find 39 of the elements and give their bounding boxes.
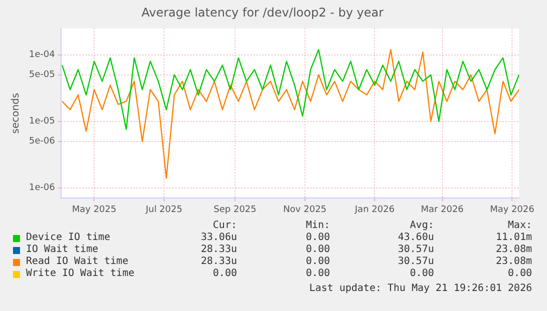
text: 33.06u	[200, 232, 237, 244]
legend-label: IO Wait time	[26, 244, 98, 256]
y-tick-label: 1e-06	[28, 183, 56, 194]
text: 28.33u	[200, 256, 237, 268]
chart-title: Average latency for /dev/loop2 - by year	[141, 5, 384, 20]
text: 43.60u	[396, 232, 434, 244]
x-tick-label: May 2026	[490, 204, 535, 215]
x-tick-label: Mar 2026	[420, 204, 464, 215]
y-axis-title: seconds	[10, 92, 22, 134]
x-tick-label: Jan 2026	[354, 204, 395, 215]
text: 23.08m	[494, 244, 532, 256]
text: Last update: Thu May 21 19:26:01 2026	[309, 283, 532, 294]
text: Min:	[304, 220, 330, 232]
text: 30.57u	[396, 256, 434, 268]
text: 28.33u	[200, 244, 237, 256]
x-tick-label: Nov 2025	[283, 204, 327, 215]
text: Avg:	[408, 220, 434, 232]
text: 30.57u	[396, 244, 434, 256]
y-tick-label: 5e-05	[28, 70, 55, 80]
x-tick-label: Jul 2025	[144, 204, 182, 215]
y-tick-label: 1e-05	[28, 116, 55, 127]
x-tick-label: May 2025	[72, 204, 116, 215]
y-tick-label: 5e-06	[28, 136, 56, 147]
text: Cur:	[212, 220, 237, 232]
text: 0.00	[408, 268, 434, 280]
x-tick-label: Sep 2025	[214, 204, 256, 215]
text: 0.00	[506, 268, 532, 280]
legend-label: Device IO time	[26, 232, 110, 244]
legend-label: Read IO Wait time	[26, 256, 128, 268]
text: 23.08m	[494, 256, 532, 268]
text: 0.00	[304, 232, 330, 244]
text: 0.00	[304, 244, 330, 256]
text: 0.00	[304, 256, 330, 268]
legend-label: Write IO Wait time	[26, 268, 134, 280]
text: 0.00	[212, 268, 237, 280]
text: 11.01m	[494, 232, 532, 244]
y-tick-label: 1e-04	[28, 50, 56, 60]
text: 0.00	[304, 268, 330, 280]
text: Max:	[506, 220, 532, 232]
